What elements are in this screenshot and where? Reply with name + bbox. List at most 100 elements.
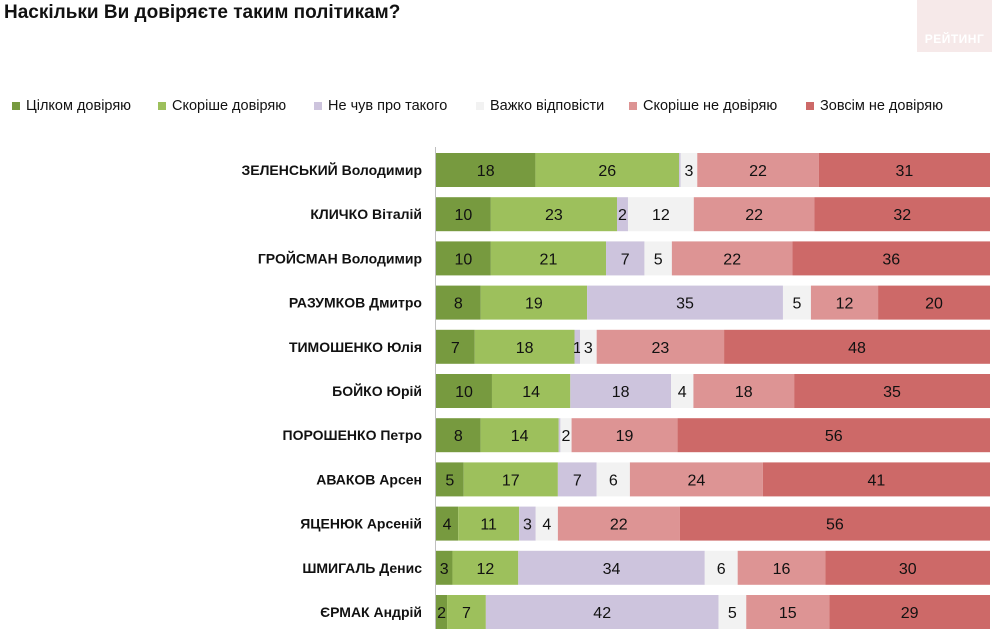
data-label: 5 [445, 472, 454, 489]
data-label: 2 [562, 428, 571, 445]
bar-segment [558, 418, 561, 453]
data-label: 7 [621, 251, 630, 268]
bar-segment [491, 374, 571, 408]
data-label: 19 [616, 428, 634, 445]
data-label: 32 [893, 207, 911, 224]
bar-segment [480, 418, 559, 453]
bar-segment [571, 418, 678, 453]
data-label: 22 [723, 251, 741, 268]
bar-segment [436, 329, 475, 364]
bar-segment [436, 550, 453, 585]
data-label: 7 [451, 340, 460, 357]
bar-segment [794, 374, 990, 408]
bar-segment [671, 241, 793, 276]
data-label: 18 [477, 163, 495, 180]
data-label: 4 [542, 517, 551, 534]
legend-swatch [12, 102, 20, 110]
bar-segment [447, 595, 486, 629]
data-label: 31 [895, 163, 913, 180]
bar-segment [810, 285, 879, 320]
bar-segment [737, 550, 826, 585]
data-label: 41 [868, 472, 886, 489]
bar-segment [704, 550, 738, 585]
category-label: РАЗУМКОВ Дмитро [289, 295, 422, 311]
bar-segment [718, 595, 747, 629]
legend-label: Цілком довіряю [26, 98, 132, 114]
data-label: 30 [899, 561, 917, 578]
bar-segment [490, 197, 618, 232]
data-label: 56 [826, 517, 844, 534]
data-label: 12 [476, 561, 494, 578]
bar-segment [644, 241, 672, 276]
legend-label: Скоріше не довіряю [643, 98, 778, 114]
bar-segment [519, 506, 536, 541]
legend-swatch [158, 102, 166, 110]
bar-segment [818, 153, 990, 187]
bar-segment [829, 595, 990, 629]
data-label: 12 [836, 296, 854, 313]
legend-label: Скоріше довіряю [172, 98, 287, 114]
bar-segment [724, 329, 990, 364]
data-label: 5 [728, 605, 737, 622]
data-label: 22 [745, 207, 763, 224]
category-label: ЄРМАК Андрій [320, 604, 422, 620]
data-label: 12 [652, 207, 670, 224]
bar-segment [580, 329, 597, 364]
bar-segment [677, 418, 990, 453]
bar-segment [570, 374, 672, 408]
bar-segment [606, 241, 645, 276]
data-label: 36 [882, 251, 900, 268]
bar-segment [762, 462, 990, 497]
data-label: 3 [440, 561, 449, 578]
category-label: АВАКОВ Арсен [316, 471, 422, 487]
category-label: ЯЦЕНЮК Арсеній [300, 516, 422, 532]
legend-label: Не чув про такого [328, 98, 448, 114]
data-label: 18 [735, 384, 753, 401]
bar-segment [574, 329, 581, 364]
data-label: 29 [901, 605, 919, 622]
data-label: 42 [593, 605, 611, 622]
data-label: 23 [545, 207, 563, 224]
bar-segment [436, 241, 491, 276]
bar-segment [629, 462, 763, 497]
bar-segment [557, 462, 597, 497]
data-label: 20 [925, 296, 943, 313]
data-label: 18 [516, 340, 534, 357]
data-label: 16 [773, 561, 791, 578]
bar-segment [436, 462, 464, 497]
bar-segment [814, 197, 990, 232]
data-label: 2 [618, 207, 627, 224]
bar-segment [746, 595, 830, 629]
bar-segment [587, 285, 783, 320]
data-label: 10 [455, 207, 473, 224]
data-label: 35 [883, 384, 901, 401]
data-label: 3 [685, 163, 694, 180]
legend-swatch [314, 102, 322, 110]
bar-segment [535, 506, 558, 541]
bar-segment [463, 462, 558, 497]
data-label: 18 [612, 384, 630, 401]
category-label: ШМИГАЛЬ Денис [302, 560, 422, 576]
bar-segment [697, 153, 819, 187]
bar-segment [557, 506, 680, 541]
legend-label: Важко відповісти [490, 98, 605, 114]
data-label: 6 [609, 472, 618, 489]
bar-segment [560, 418, 572, 453]
category-label: ГРОЙСМАН Володимир [258, 249, 422, 266]
data-label: 14 [511, 428, 529, 445]
bar-segment [679, 153, 681, 187]
bar-segment [436, 374, 492, 408]
data-label: 3 [584, 340, 593, 357]
bar-segment [878, 285, 990, 320]
bar-segment [596, 462, 630, 497]
chart-title: Наскільки Ви довіряєте таким політикам? [4, 2, 401, 23]
bar-segment [436, 285, 481, 320]
bar-segment [436, 418, 481, 453]
data-label: 6 [717, 561, 726, 578]
data-label: 11 [480, 517, 497, 534]
data-label: 7 [573, 472, 582, 489]
category-label: КЛИЧКО Віталій [310, 206, 422, 222]
data-label: 10 [455, 384, 473, 401]
data-label: 3 [523, 517, 532, 534]
